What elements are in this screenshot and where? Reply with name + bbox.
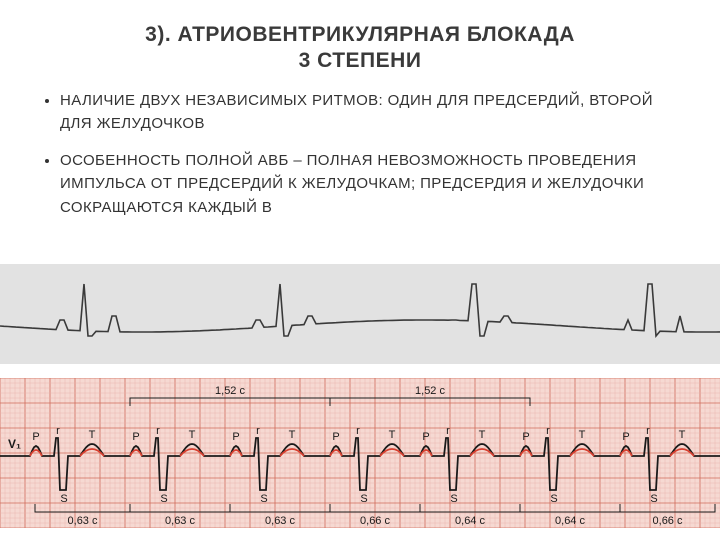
svg-text:P: P xyxy=(522,431,529,443)
svg-text:S: S xyxy=(360,493,367,505)
svg-text:V₁: V₁ xyxy=(8,437,21,451)
ecg-strip-2: V₁ Pr S T Pr S T Pr S T Pr S T Pr S T Pr S T Pr S T 1,52 с 1,52… xyxy=(0,378,720,528)
svg-text:0,63 с: 0,63 с xyxy=(265,515,295,527)
svg-text:T: T xyxy=(579,429,586,441)
svg-text:P: P xyxy=(422,431,429,443)
bullet-item: ОСОБЕННОСТЬ ПОЛНОЙ АВБ – ПОЛНАЯ НЕВОЗМОЖ… xyxy=(60,149,680,219)
title-line-1: 3). АТРИОВЕНТРИКУЛЯРНАЯ БЛОКАДА xyxy=(30,22,690,48)
svg-text:T: T xyxy=(289,429,296,441)
svg-text:r: r xyxy=(646,425,650,437)
title-line-2: 3 СТЕПЕНИ xyxy=(30,48,690,74)
svg-text:S: S xyxy=(60,493,67,505)
svg-text:0,64 с: 0,64 с xyxy=(555,515,585,527)
svg-text:0,63 с: 0,63 с xyxy=(68,515,98,527)
svg-text:P: P xyxy=(332,431,339,443)
svg-text:r: r xyxy=(546,425,550,437)
svg-text:r: r xyxy=(356,425,360,437)
svg-text:1,52 с: 1,52 с xyxy=(215,385,245,397)
bullet-item: НАЛИЧИЕ ДВУХ НЕЗАВИСИМЫХ РИТМОВ: ОДИН ДЛ… xyxy=(60,89,680,136)
slide-title: 3). АТРИОВЕНТРИКУЛЯРНАЯ БЛОКАДА 3 СТЕПЕН… xyxy=(0,0,720,89)
slide: 3). АТРИОВЕНТРИКУЛЯРНАЯ БЛОКАДА 3 СТЕПЕН… xyxy=(0,0,720,540)
svg-text:T: T xyxy=(679,429,686,441)
svg-text:S: S xyxy=(450,493,457,505)
svg-text:P: P xyxy=(132,431,139,443)
svg-text:P: P xyxy=(622,431,629,443)
svg-text:T: T xyxy=(89,429,96,441)
svg-text:S: S xyxy=(650,493,657,505)
svg-text:S: S xyxy=(160,493,167,505)
svg-text:T: T xyxy=(479,429,486,441)
svg-text:S: S xyxy=(550,493,557,505)
ecg-strip-1 xyxy=(0,264,720,364)
svg-text:S: S xyxy=(260,493,267,505)
svg-text:P: P xyxy=(232,431,239,443)
svg-text:T: T xyxy=(189,429,196,441)
svg-text:1,52 с: 1,52 с xyxy=(415,385,445,397)
svg-text:0,66 с: 0,66 с xyxy=(653,515,683,527)
svg-text:r: r xyxy=(256,425,260,437)
svg-text:r: r xyxy=(446,425,450,437)
svg-text:0,66 с: 0,66 с xyxy=(360,515,390,527)
svg-text:P: P xyxy=(32,431,39,443)
bullet-list: НАЛИЧИЕ ДВУХ НЕЗАВИСИМЫХ РИТМОВ: ОДИН ДЛ… xyxy=(0,89,720,219)
svg-text:0,63 с: 0,63 с xyxy=(165,515,195,527)
svg-text:0,64 с: 0,64 с xyxy=(455,515,485,527)
svg-text:r: r xyxy=(56,425,60,437)
svg-text:T: T xyxy=(389,429,396,441)
svg-text:r: r xyxy=(156,425,160,437)
